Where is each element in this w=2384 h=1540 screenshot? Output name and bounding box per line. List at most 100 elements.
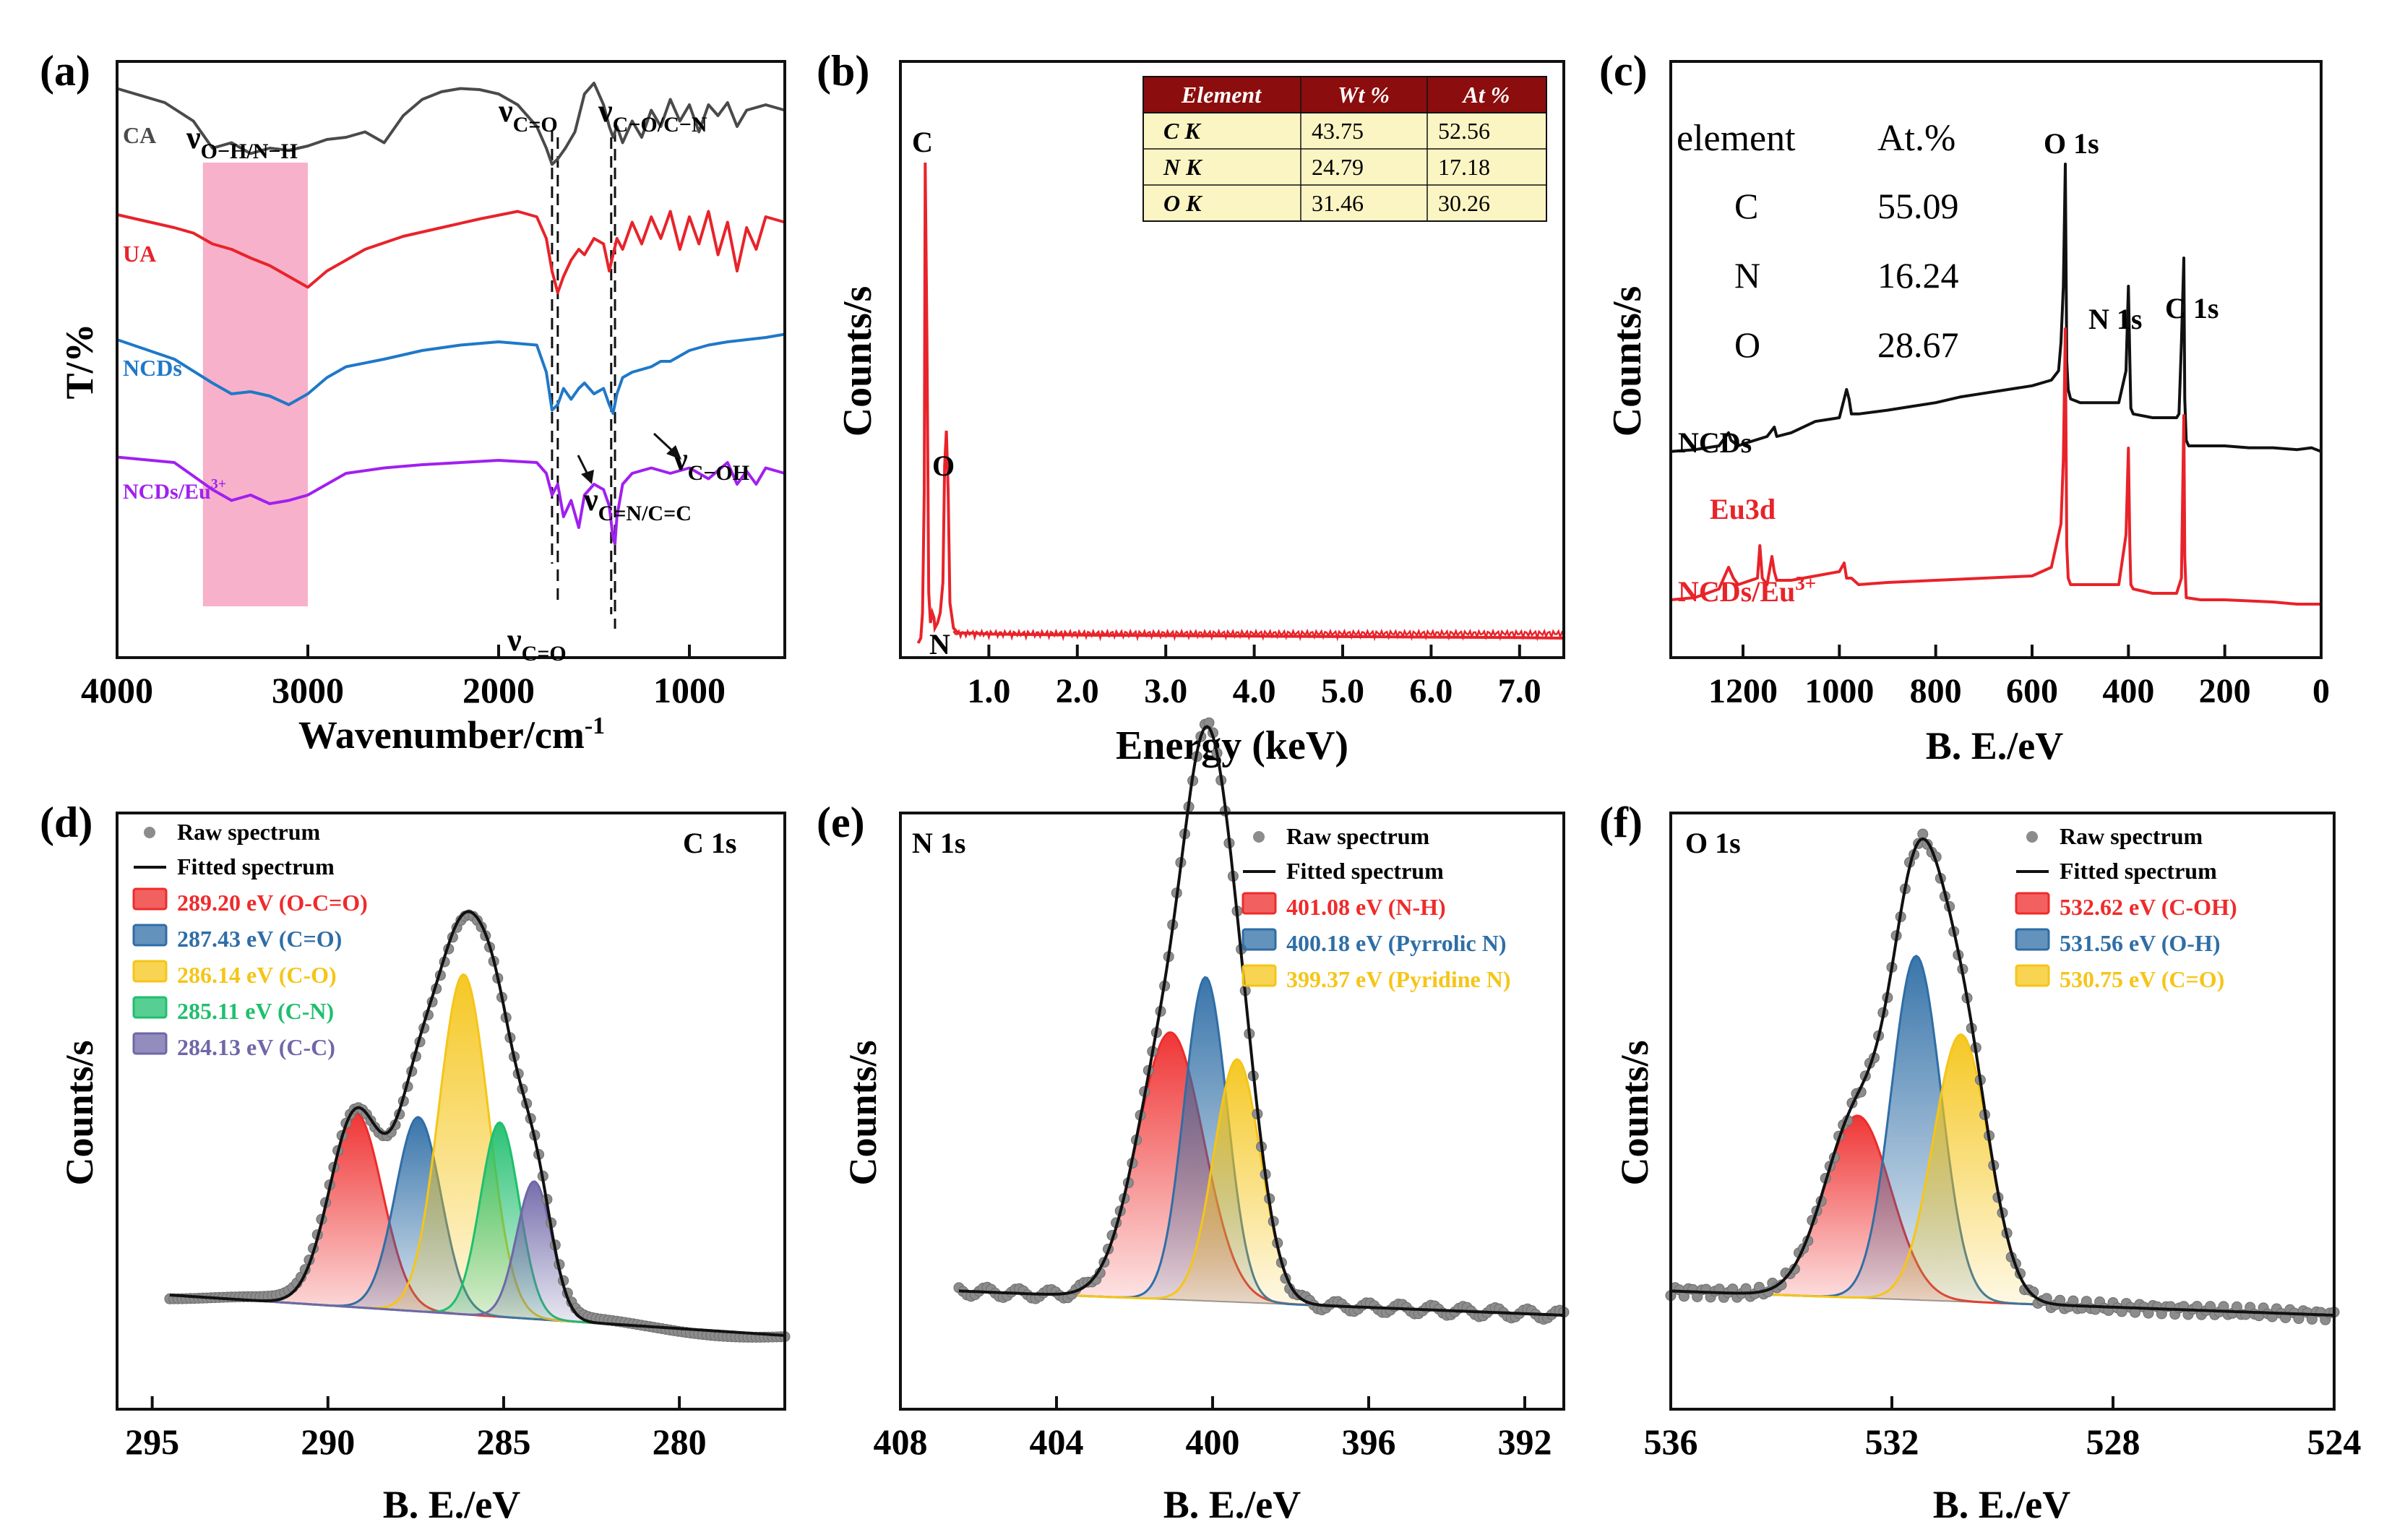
panel-f-legend: Raw spectrum Fitted spectrum 532.62 eV (C-… xyxy=(2015,823,2237,992)
legend-raw-label: Raw spectrum xyxy=(177,819,321,845)
legend-raw-label: Raw spectrum xyxy=(1286,823,1430,849)
eds-peak-o: O xyxy=(932,449,955,482)
legend-raw-marker xyxy=(2026,831,2038,843)
eds-header-element: Element xyxy=(1181,82,1262,108)
x-tick-label: 1000 xyxy=(653,670,726,710)
legend-raw-label: Raw spectrum xyxy=(2060,823,2203,849)
eds-spectrum xyxy=(916,162,1565,644)
legend-component-label: 401.08 eV (N-H) xyxy=(1286,894,1446,920)
panel-f-label: (f) xyxy=(1599,799,1643,846)
legend-component-label: 532.62 eV (C-OH) xyxy=(2060,894,2237,920)
x-tick-label: 404 xyxy=(1030,1421,1084,1462)
panel-b-label: (b) xyxy=(817,47,869,95)
composition-cell: O xyxy=(1734,324,1760,365)
panel-c-y-label: Counts/s xyxy=(1605,286,1650,437)
annotation-c-oh: νC−OH xyxy=(673,442,749,485)
x-tick-label: 280 xyxy=(653,1421,707,1462)
eds-cell: 17.18 xyxy=(1438,154,1490,180)
legend-component-swatch xyxy=(2015,928,2050,951)
panel-d-y-label: Counts/s xyxy=(58,1040,101,1185)
panel-f-x-label: B. E./eV xyxy=(1933,1483,2071,1526)
x-tick-label: 200 xyxy=(2199,672,2251,710)
annotation-c-o-c-n: νC−O/C−N xyxy=(598,93,707,137)
panel-a-label: (a) xyxy=(40,47,90,95)
legend-component-label: 531.56 eV (O-H) xyxy=(2060,930,2220,956)
x-tick-label: 7.0 xyxy=(1498,672,1541,710)
panel-c-frame xyxy=(1669,60,2323,659)
panel-e: (e) 408 404 400 396 392 Raw spectrum Fitted s… xyxy=(817,717,1570,1526)
xps-survey-ncds-eu3- xyxy=(1670,327,2321,606)
eu3d-label: Eu3d xyxy=(1710,493,1776,525)
panel-a-x-ticks: 4000 3000 2000 1000 xyxy=(81,645,726,710)
panel-c: (c) 1200 1000 800 600 400 200 0 element At.% C… xyxy=(1599,47,2330,767)
ftir-series-ua xyxy=(116,210,786,294)
legend-component-swatch xyxy=(132,1032,168,1055)
panel-a-y-label: T/% xyxy=(58,323,101,399)
legend-component-label: 400.18 eV (Pyrrolic N) xyxy=(1286,930,1507,956)
x-tick-label: 400 xyxy=(1186,1421,1240,1462)
x-tick-label: 3000 xyxy=(272,670,344,710)
legend-component-swatch xyxy=(2015,892,2050,915)
x-tick-label: 400 xyxy=(2102,672,2154,710)
eds-cell: 52.56 xyxy=(1438,118,1490,144)
x-tick-label: 800 xyxy=(1910,672,1962,710)
legend-fit-label: Fitted spectrum xyxy=(2060,858,2217,884)
x-tick-label: 532 xyxy=(1865,1421,1919,1462)
panel-b-y-label: Counts/s xyxy=(835,286,880,437)
eds-table-header-bg xyxy=(1143,77,1546,113)
panel-b-x-label: Energy (keV) xyxy=(1116,723,1348,768)
series-label-ca: CA xyxy=(123,122,156,148)
ftir-series-ncds-eu3- xyxy=(116,455,786,546)
x-tick-label: 1.0 xyxy=(967,672,1010,710)
eds-peak-n: N xyxy=(929,628,950,661)
composition-cell: 55.09 xyxy=(1877,186,1959,226)
legend-component-label: 399.37 eV (Pyridine N) xyxy=(1286,966,1510,992)
x-tick-label: 4000 xyxy=(81,670,153,710)
panel-c-x-ticks: 1200 1000 800 600 400 200 0 xyxy=(1708,645,2330,710)
legend-component-swatch xyxy=(1242,892,1277,915)
eds-cell: 31.46 xyxy=(1312,190,1364,216)
panel-f-frame xyxy=(1669,812,2336,1411)
panel-c-x-label: B. E./eV xyxy=(1926,724,2064,767)
xps-peak-n1s: N 1s xyxy=(2088,303,2142,335)
fitted-envelope xyxy=(958,725,1565,1317)
panel-f-x-ticks: 536 532 528 524 xyxy=(1644,1396,2362,1462)
arrow-c-n xyxy=(577,455,594,484)
eds-header-wt: Wt % xyxy=(1338,82,1390,108)
panel-a-dashed-lines xyxy=(551,130,616,629)
legend-component-swatch xyxy=(132,960,168,983)
composition-cell: 16.24 xyxy=(1877,255,1959,296)
ftir-series-ncds xyxy=(116,332,786,415)
fit-component-fill xyxy=(1671,1034,2334,1315)
x-tick-label: 396 xyxy=(1342,1421,1396,1462)
panel-e-series xyxy=(953,717,1570,1325)
panel-f: (f) 536 532 528 524 Raw spectrum Fitted spec… xyxy=(1599,799,2362,1526)
legend-fit-label: Fitted spectrum xyxy=(177,853,335,879)
series-label-ua: UA xyxy=(123,241,156,267)
fit-component-fill xyxy=(169,974,785,1335)
eds-table: Element Wt % At % C K 43.75 52.56 N K 24… xyxy=(1142,76,1547,222)
panel-f-corner-label: O 1s xyxy=(1685,827,1741,859)
legend-component-label: 287.43 eV (C=O) xyxy=(177,926,342,952)
panel-b-series xyxy=(916,162,1565,644)
x-tick-label: 524 xyxy=(2307,1421,2362,1462)
panel-e-x-label: B. E./eV xyxy=(1163,1483,1301,1526)
hydroxyl-band-highlight xyxy=(202,163,308,606)
panel-e-y-label: Counts/s xyxy=(841,1040,885,1185)
legend-component-label: 286.14 eV (C-O) xyxy=(177,962,337,988)
panel-b-frame xyxy=(899,60,1565,659)
ftir-series-ca xyxy=(116,82,786,166)
eds-peak-c: C xyxy=(912,126,933,158)
legend-raw-marker xyxy=(144,827,155,838)
legend-component-swatch xyxy=(1242,928,1277,951)
composition-header-at: At.% xyxy=(1877,118,1955,159)
panel-e-label: (e) xyxy=(817,799,865,846)
panel-c-label: (c) xyxy=(1599,47,1648,95)
x-tick-label: 1000 xyxy=(1804,672,1874,710)
x-tick-label: 2.0 xyxy=(1056,672,1099,710)
legend-component-swatch xyxy=(1242,964,1277,987)
x-tick-label: 2000 xyxy=(462,670,535,710)
x-tick-label: 408 xyxy=(874,1421,928,1462)
fit-component-fill xyxy=(959,1059,1564,1315)
series-label-ncds-eu: NCDs/Eu3+ xyxy=(123,476,226,504)
